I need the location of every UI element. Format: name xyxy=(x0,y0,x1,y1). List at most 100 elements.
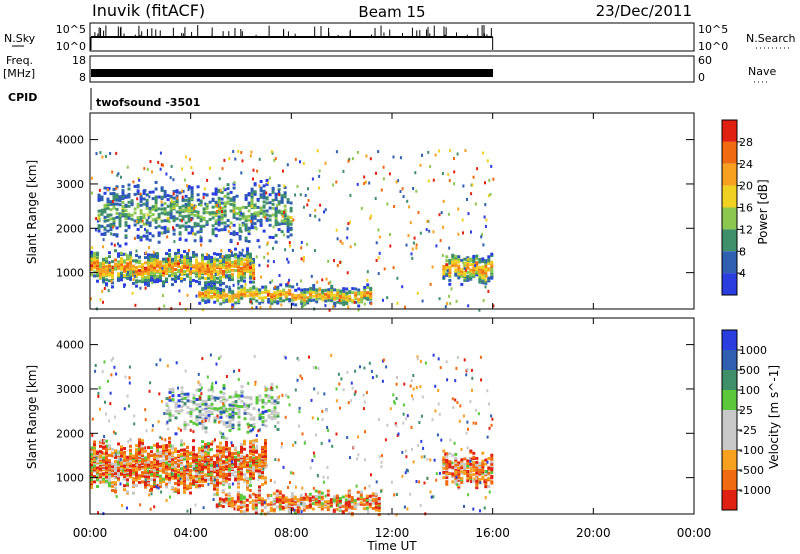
data-cell xyxy=(243,478,246,482)
data-cell xyxy=(250,150,253,154)
freq-panel xyxy=(89,55,695,83)
data-cell xyxy=(221,255,224,258)
data-cell xyxy=(363,296,367,300)
data-cell xyxy=(338,507,342,511)
data-cell xyxy=(159,268,162,272)
data-cell xyxy=(102,480,105,484)
data-cell xyxy=(472,175,475,179)
data-cell xyxy=(261,410,265,414)
data-cell xyxy=(261,291,265,295)
data-cell xyxy=(222,396,226,400)
data-cell xyxy=(487,258,491,261)
data-cell xyxy=(270,302,274,306)
data-cell xyxy=(426,219,429,223)
data-cell xyxy=(178,191,182,195)
nave-label: Nave xyxy=(748,65,776,78)
nsky-label: N.Sky xyxy=(4,32,36,45)
data-cell xyxy=(126,458,129,462)
data-cell xyxy=(219,410,223,414)
data-cell xyxy=(168,220,171,224)
data-cell xyxy=(223,158,226,162)
data-cell xyxy=(189,412,193,415)
data-cell xyxy=(169,209,173,213)
data-cell xyxy=(407,234,410,237)
data-cell xyxy=(172,190,176,193)
data-cell xyxy=(416,355,419,359)
data-cell xyxy=(357,453,360,457)
data-cell xyxy=(183,420,187,424)
data-cell xyxy=(233,507,236,511)
data-cell xyxy=(240,292,244,296)
data-cell xyxy=(105,439,108,443)
data-cell xyxy=(165,457,168,461)
data-cell xyxy=(187,217,191,220)
data-cell xyxy=(247,232,251,236)
data-cell xyxy=(222,422,226,426)
data-cell xyxy=(180,264,183,268)
data-cell xyxy=(190,228,194,232)
data-cell xyxy=(153,455,156,459)
data-cell xyxy=(347,159,350,163)
data-cell xyxy=(419,163,422,167)
data-cell xyxy=(475,482,479,486)
data-cell xyxy=(213,282,216,286)
data-cell xyxy=(195,477,198,481)
data-cell xyxy=(235,217,239,221)
data-cell xyxy=(410,425,413,429)
data-cell xyxy=(290,494,294,498)
data-cell xyxy=(289,481,291,484)
data-cell xyxy=(133,236,136,240)
data-cell xyxy=(205,445,208,449)
data-cell xyxy=(196,185,200,189)
data-cell xyxy=(198,262,201,266)
data-cell xyxy=(151,205,155,209)
data-cell xyxy=(149,381,152,385)
data-cell xyxy=(291,296,295,299)
data-cell xyxy=(241,223,244,227)
data-cell xyxy=(216,416,220,420)
data-cell xyxy=(181,224,185,228)
data-cell xyxy=(423,455,426,459)
data-cell xyxy=(147,452,150,456)
data-cell xyxy=(237,271,240,275)
data-cell xyxy=(254,226,257,230)
data-cell xyxy=(219,255,222,259)
data-cell xyxy=(288,288,292,292)
data-cell xyxy=(249,484,252,488)
data-cell xyxy=(292,443,294,447)
data-cell xyxy=(457,474,461,478)
data-cell xyxy=(467,212,470,216)
data-cell xyxy=(457,470,461,474)
data-cell xyxy=(207,254,210,258)
data-cell xyxy=(252,425,256,429)
data-cell xyxy=(141,447,144,451)
data-cell xyxy=(144,449,147,453)
data-cell xyxy=(157,224,161,228)
data-cell xyxy=(201,408,205,412)
data-cell xyxy=(249,275,252,279)
data-cell xyxy=(180,386,184,390)
data-cell xyxy=(463,271,467,274)
data-cell xyxy=(256,219,260,223)
data-cell xyxy=(272,246,274,250)
data-cell xyxy=(103,231,107,235)
data-cell xyxy=(351,287,355,291)
data-cell xyxy=(156,473,159,477)
data-cell xyxy=(231,294,235,298)
data-cell xyxy=(184,198,188,202)
data-cell xyxy=(240,389,243,393)
data-cell xyxy=(438,412,441,416)
data-cell xyxy=(231,452,234,456)
data-cell xyxy=(286,200,290,204)
data-cell xyxy=(160,163,163,167)
data-cell xyxy=(154,220,158,224)
data-cell xyxy=(274,216,278,220)
data-cell xyxy=(258,263,261,267)
data-cell xyxy=(138,480,141,484)
data-cell xyxy=(171,394,175,398)
data-cell xyxy=(183,465,186,469)
data-cell xyxy=(123,285,126,288)
data-cell xyxy=(335,228,338,232)
data-cell xyxy=(236,493,240,497)
